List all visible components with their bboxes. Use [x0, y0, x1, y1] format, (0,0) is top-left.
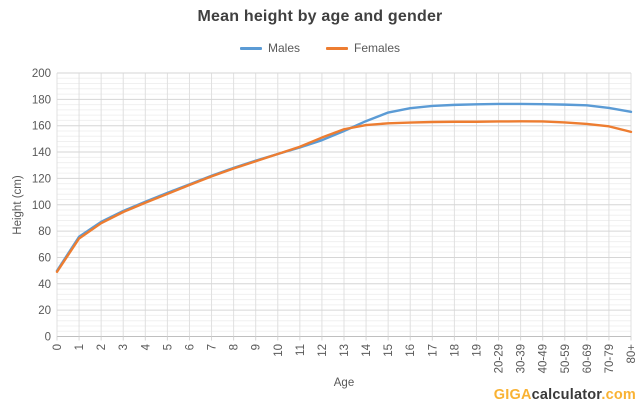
y-tick-label: 20 [38, 305, 51, 317]
x-tick-label: 20-29 [494, 344, 506, 373]
x-tick-label: 14 [361, 343, 373, 356]
x-tick-label: 0 [52, 344, 64, 350]
chart-legend: Males Females [0, 40, 640, 56]
x-tick-label: 7 [207, 344, 219, 350]
x-tick-label: 9 [251, 344, 263, 350]
x-tick-label: 2 [96, 344, 108, 350]
y-tick-labels: 0 20 40 60 80 100 120 140 160 180 200 [32, 68, 51, 344]
legend-swatch-females-line [326, 46, 348, 50]
y-tick-label: 100 [32, 200, 51, 212]
y-tick-label: 120 [32, 173, 51, 185]
y-tick-label: 180 [32, 94, 51, 106]
gigacalculator-logo-link[interactable]: GIGAcalculator.com [494, 387, 636, 403]
y-tick-label: 200 [32, 68, 51, 80]
major-gridlines [57, 72, 631, 337]
x-axis-title: Age [333, 377, 355, 389]
logo-calculator-text: calculator [531, 387, 602, 403]
x-tick-label: 16 [405, 344, 417, 357]
x-tick-label: 6 [184, 344, 196, 350]
x-tick-label: 13 [339, 344, 351, 357]
x-tick-label: 60-69 [582, 344, 594, 373]
chart-title: Mean height by age and gender [197, 8, 443, 25]
x-tick-label: 70-79 [604, 344, 616, 373]
logo-com-text: .com [601, 387, 636, 403]
x-tick-label: 17 [427, 344, 439, 357]
x-tick-label: 15 [383, 344, 395, 357]
x-tick-label: 50-59 [560, 344, 572, 373]
x-tick-label: 30-39 [516, 344, 528, 373]
legend-label-males: Males [267, 41, 300, 55]
y-tick-label: 160 [32, 121, 51, 133]
series-lines [55, 102, 633, 274]
x-tick-label: 18 [449, 344, 461, 357]
y-tick-label: 0 [45, 332, 51, 344]
x-tick-label: 19 [471, 344, 483, 357]
x-tick-label: 8 [229, 344, 241, 350]
y-tick-label: 40 [38, 279, 51, 291]
legend-item-females: Females [326, 41, 400, 55]
x-tick-label: 11 [295, 344, 307, 356]
x-tick-label: 4 [140, 343, 152, 350]
x-tick-label: 10 [273, 344, 285, 357]
x-axis [56, 336, 632, 341]
x-tick-label: 1 [74, 344, 86, 350]
x-tick-labels: 0 1 2 3 4 5 6 7 8 9 10 11 12 13 14 15 16 17 18 19 20-29 30-39… [52, 343, 638, 373]
series-line-females [55, 120, 633, 274]
logo-giga-text: GIGA [493, 387, 532, 403]
legend-label-females: Females [354, 41, 401, 55]
x-tick-label: 5 [162, 344, 174, 350]
x-tick-label: 12 [317, 344, 329, 357]
y-tick-label: 60 [38, 252, 51, 264]
legend-item-males: Males [239, 41, 300, 55]
y-tick-label: 140 [32, 147, 51, 159]
legend-swatch-males-line [239, 46, 262, 50]
x-tick-label: 80+ [626, 344, 638, 364]
x-tick-label: 40-49 [538, 344, 550, 373]
x-tick-label: 3 [118, 344, 130, 350]
y-tick-label: 80 [38, 226, 51, 238]
